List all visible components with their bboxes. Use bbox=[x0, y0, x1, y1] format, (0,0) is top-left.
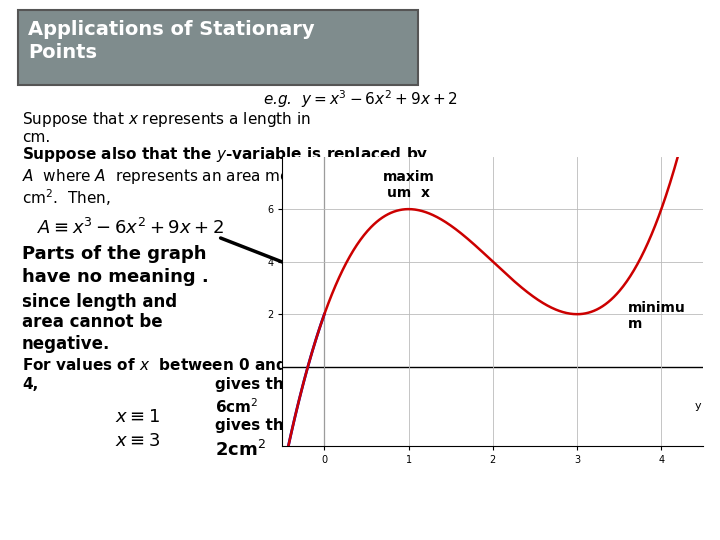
Text: gives the largest area,: gives the largest area, bbox=[215, 377, 410, 392]
Text: Suppose that $x$ represents a length in: Suppose that $x$ represents a length in bbox=[22, 110, 311, 129]
Bar bbox=[18, 10, 418, 85]
Text: minimu
m: minimu m bbox=[628, 301, 685, 331]
Text: Parts of the graph: Parts of the graph bbox=[22, 245, 207, 263]
Text: $A  \equiv x^3 - 6x^2 + 9x + 2$: $A \equiv x^3 - 6x^2 + 9x + 2$ bbox=[37, 218, 224, 238]
Text: Points: Points bbox=[28, 43, 97, 62]
Text: e.g.  $y = x^3 - 6x^2 + 9x + 2$: e.g. $y = x^3 - 6x^2 + 9x + 2$ bbox=[263, 88, 457, 110]
Text: negative.: negative. bbox=[22, 335, 110, 353]
Text: $x \equiv 1$: $x \equiv 1$ bbox=[115, 408, 160, 426]
Text: cm.: cm. bbox=[22, 130, 50, 145]
Text: have no meaning .: have no meaning . bbox=[22, 268, 209, 286]
Text: y: y bbox=[695, 401, 702, 411]
Text: since length and: since length and bbox=[22, 293, 177, 311]
Text: gives the smallest area,: gives the smallest area, bbox=[215, 418, 421, 433]
Text: 4,: 4, bbox=[22, 377, 38, 392]
Text: Applications of Stationary: Applications of Stationary bbox=[28, 20, 315, 39]
Text: Suppose also that the $y$-variable is replaced by: Suppose also that the $y$-variable is re… bbox=[22, 145, 428, 164]
Text: $A$  where $A$  represents an area measured in: $A$ where $A$ represents an area measure… bbox=[22, 167, 361, 186]
Text: 2cm$^2$: 2cm$^2$ bbox=[215, 440, 266, 460]
Text: maxim
um  x: maxim um x bbox=[382, 170, 435, 200]
Text: 6cm$^2$: 6cm$^2$ bbox=[215, 397, 258, 416]
Text: area cannot be: area cannot be bbox=[22, 313, 163, 331]
Text: $x \equiv 3$: $x \equiv 3$ bbox=[115, 432, 161, 450]
Text: cm$^2$.  Then,: cm$^2$. Then, bbox=[22, 187, 111, 208]
Text: For values of $x$  between 0 and: For values of $x$ between 0 and bbox=[22, 357, 287, 373]
